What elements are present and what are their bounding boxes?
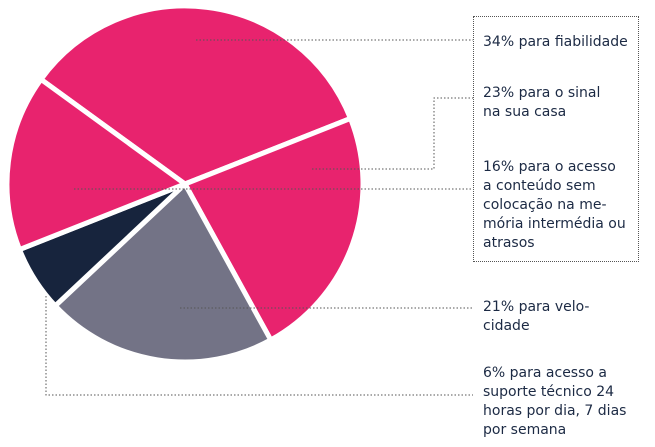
slice-velocidade <box>52 181 274 365</box>
leader-suporte <box>45 296 473 396</box>
slice-sinal <box>182 115 366 343</box>
leader-sinal <box>312 97 473 170</box>
slice-fiabilidade <box>38 3 353 187</box>
label-sinal: 23% para o sinal na sua casa <box>483 85 601 120</box>
label-velocidade: 21% para velo- cidade <box>483 299 590 334</box>
slice-conteudo <box>4 76 188 253</box>
label-fiabilidade: 34% para fiabilidade <box>483 34 628 50</box>
label-conteudo: 16% para o acesso a conteúdo sem colocaç… <box>483 159 626 251</box>
legend-box <box>473 16 639 262</box>
label-suporte: 6% para acesso a suporte técnico 24 hora… <box>483 365 627 438</box>
